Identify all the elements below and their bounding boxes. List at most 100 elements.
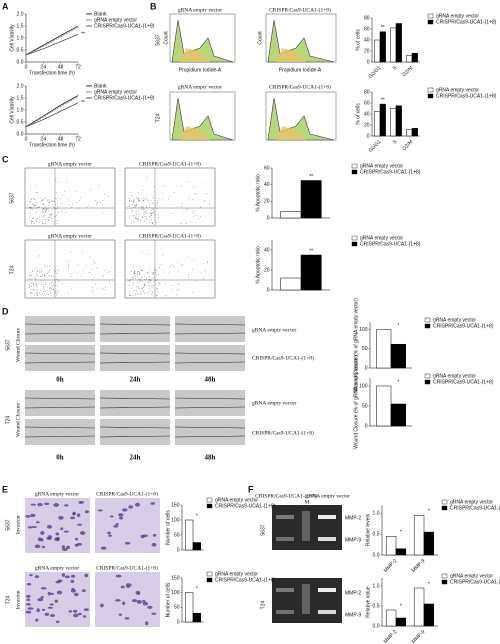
cell-blob xyxy=(70,516,76,520)
bar xyxy=(385,536,397,556)
cell-blob xyxy=(30,503,37,506)
y-tick-label: 2.0 xyxy=(17,83,24,89)
scatter-dot xyxy=(192,211,194,213)
scatter-dot xyxy=(141,293,142,294)
legend-swatch xyxy=(441,573,448,579)
scatter-dot xyxy=(39,216,40,218)
cell-blob xyxy=(151,542,157,547)
scratch-image xyxy=(175,390,245,416)
scatter-dot xyxy=(62,194,64,196)
scatter-dot xyxy=(41,207,43,209)
scatter-dot xyxy=(149,285,150,287)
line-series xyxy=(25,34,79,56)
scatter-dot xyxy=(188,181,190,183)
scatter-dot xyxy=(196,193,197,194)
scatter-dot xyxy=(36,206,38,208)
scatter-dot xyxy=(136,293,138,295)
legend-label: gRNA empty vector xyxy=(450,499,493,505)
scatter-dot xyxy=(68,204,70,205)
scatter-dot xyxy=(143,276,145,278)
scatter-dot xyxy=(96,267,98,269)
scatter-dot xyxy=(151,279,152,281)
scatter-dot xyxy=(159,283,160,285)
image-title: gRNA empty vector xyxy=(178,84,222,90)
legend-label: gRNA empty vector xyxy=(436,87,479,93)
scatter-dot xyxy=(151,219,152,221)
y-tick-label: 100 xyxy=(359,383,368,389)
scatter-dot xyxy=(152,292,154,293)
scatter-dot xyxy=(141,276,143,278)
cell-blob xyxy=(134,502,140,507)
bar xyxy=(379,31,386,63)
scatter-dot xyxy=(151,286,153,288)
bar xyxy=(376,385,392,427)
scatter-dot xyxy=(66,182,67,183)
scatter-dot xyxy=(101,212,103,214)
scatter-dot xyxy=(154,186,155,188)
scatter-dot xyxy=(51,287,52,289)
scatter-dot xyxy=(131,201,133,202)
image-title: gRNA empty vector xyxy=(48,161,92,167)
scatter-dot xyxy=(71,203,73,205)
scratch-edge xyxy=(99,352,171,355)
scatter-dot xyxy=(129,280,131,282)
panel-letter: A xyxy=(2,1,9,11)
scatter-dot xyxy=(145,198,146,199)
scatter-dot xyxy=(54,291,56,292)
scatter-dot xyxy=(152,198,154,199)
legend-swatch xyxy=(351,235,358,241)
scatter-dot xyxy=(104,269,106,271)
legend-swatch xyxy=(351,163,358,169)
scatter-dot xyxy=(168,199,169,201)
scatter-dot xyxy=(45,206,46,207)
cell-blob xyxy=(62,548,68,551)
cell-blob xyxy=(56,590,63,595)
scatter-dot xyxy=(139,266,141,268)
scatter-dot xyxy=(28,278,30,280)
scatter-dot xyxy=(96,288,98,290)
scatter-dot xyxy=(37,285,39,287)
cell-blob xyxy=(55,537,60,540)
time-label: 24h xyxy=(130,454,141,462)
scatter-dot xyxy=(131,294,133,296)
image-title: gRNA empty vector xyxy=(178,7,222,13)
scatter-dot xyxy=(36,295,38,297)
scatter-dot xyxy=(50,275,52,277)
axis-label: Count xyxy=(257,31,263,45)
legend-label: CRISPR/Cas9-UCA1-(1+8) xyxy=(94,23,155,29)
annotation: ** xyxy=(381,25,385,31)
scatter-dot xyxy=(143,286,145,288)
cell-blob xyxy=(53,503,60,507)
cell-blob xyxy=(124,617,130,620)
scatter-dot xyxy=(47,199,49,201)
scatter-dot xyxy=(130,207,132,209)
scatter-dot xyxy=(150,209,152,211)
scratch-edge xyxy=(24,361,96,364)
lane-label: M xyxy=(305,499,310,505)
scatter-dot xyxy=(41,269,42,271)
scatter-dot xyxy=(128,280,130,282)
cell-blob xyxy=(126,585,130,588)
annotation: * xyxy=(400,530,402,536)
scatter-dot xyxy=(161,192,163,194)
cell-blob xyxy=(100,546,107,550)
scatter-dot xyxy=(137,273,138,275)
cell-blob xyxy=(70,574,76,578)
line-series xyxy=(25,25,79,56)
legend-label: CRISPR/Cas9-UCA1-(1+8) xyxy=(433,323,494,329)
scatter-image xyxy=(24,167,116,227)
row-label: T24 xyxy=(5,595,11,604)
panel-letter: B xyxy=(150,1,157,11)
scatter-dot xyxy=(43,215,45,217)
scatter-dot xyxy=(83,269,84,271)
scatter-dot xyxy=(90,272,91,274)
scatter-dot xyxy=(43,284,45,286)
image-title: CRISPR/Cas9-UCA1-(1+8) xyxy=(139,232,201,239)
scatter-dot xyxy=(157,202,159,203)
scatter-dot xyxy=(156,288,158,289)
x-tick-label: 0 xyxy=(25,136,28,142)
scatter-dot xyxy=(31,277,33,279)
scatter-dot xyxy=(132,276,134,278)
scatter-dot xyxy=(148,276,149,278)
scratch-edge xyxy=(174,332,246,335)
